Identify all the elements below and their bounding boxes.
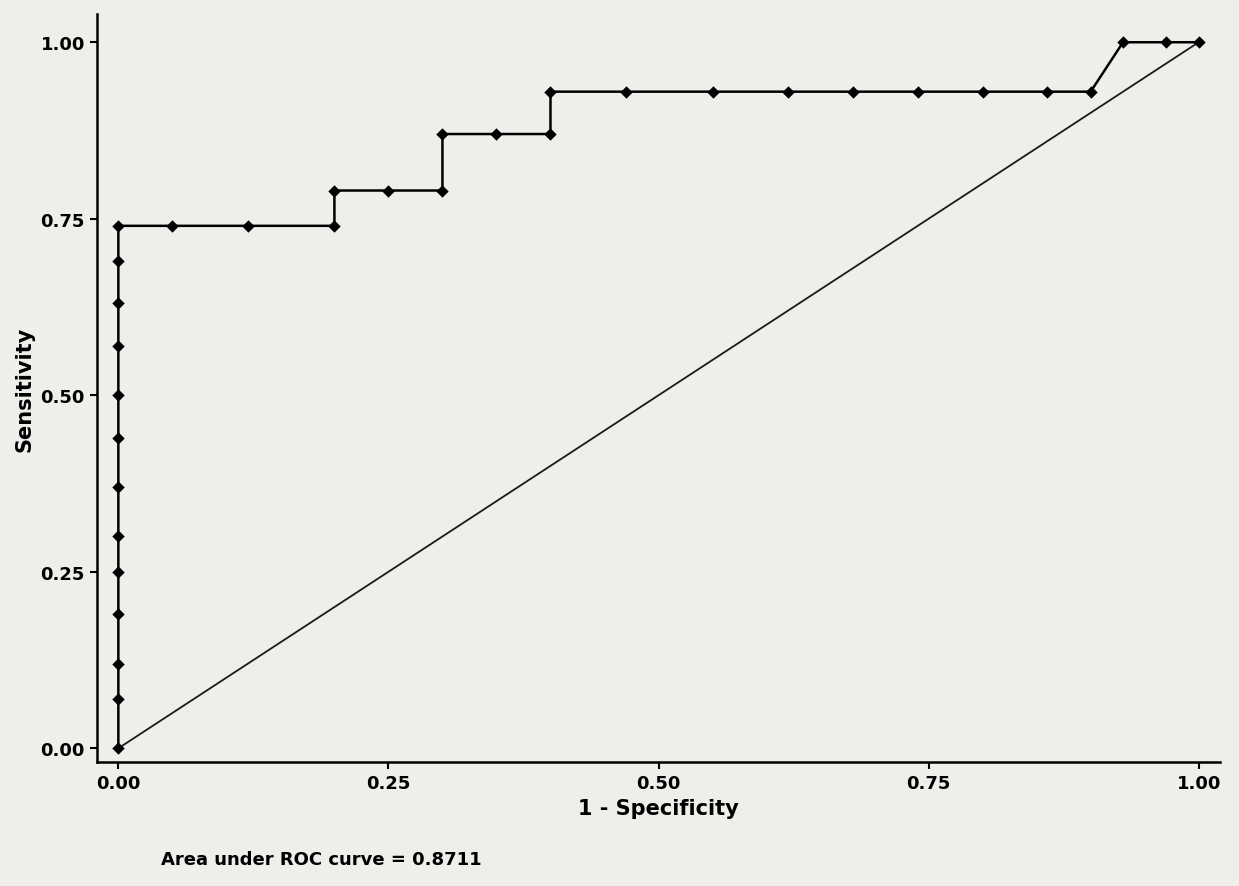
Point [109, 389, 129, 403]
Point [843, 85, 862, 99]
Point [162, 220, 182, 234]
Point [540, 128, 560, 142]
Point [616, 85, 636, 99]
Point [1156, 36, 1176, 51]
Point [109, 480, 129, 494]
Point [109, 608, 129, 622]
Point [109, 565, 129, 579]
Point [109, 692, 129, 706]
Point [1113, 36, 1132, 51]
Point [109, 742, 129, 756]
Point [973, 85, 992, 99]
Point [908, 85, 928, 99]
Point [238, 220, 258, 234]
Point [109, 297, 129, 311]
Point [109, 255, 129, 269]
Point [109, 657, 129, 671]
Point [109, 431, 129, 446]
Point [487, 128, 507, 142]
Point [109, 220, 129, 234]
Point [1037, 85, 1057, 99]
Y-axis label: Sensitivity: Sensitivity [15, 326, 35, 451]
Point [432, 184, 452, 198]
X-axis label: 1 - Specificity: 1 - Specificity [579, 798, 738, 818]
Point [1188, 36, 1208, 51]
Point [1080, 85, 1100, 99]
Point [540, 85, 560, 99]
Point [703, 85, 722, 99]
Point [325, 184, 344, 198]
Point [432, 128, 452, 142]
Point [378, 184, 398, 198]
Text: Area under ROC curve = 0.8711: Area under ROC curve = 0.8711 [161, 850, 482, 868]
Point [325, 220, 344, 234]
Point [109, 530, 129, 544]
Point [109, 339, 129, 354]
Point [778, 85, 798, 99]
